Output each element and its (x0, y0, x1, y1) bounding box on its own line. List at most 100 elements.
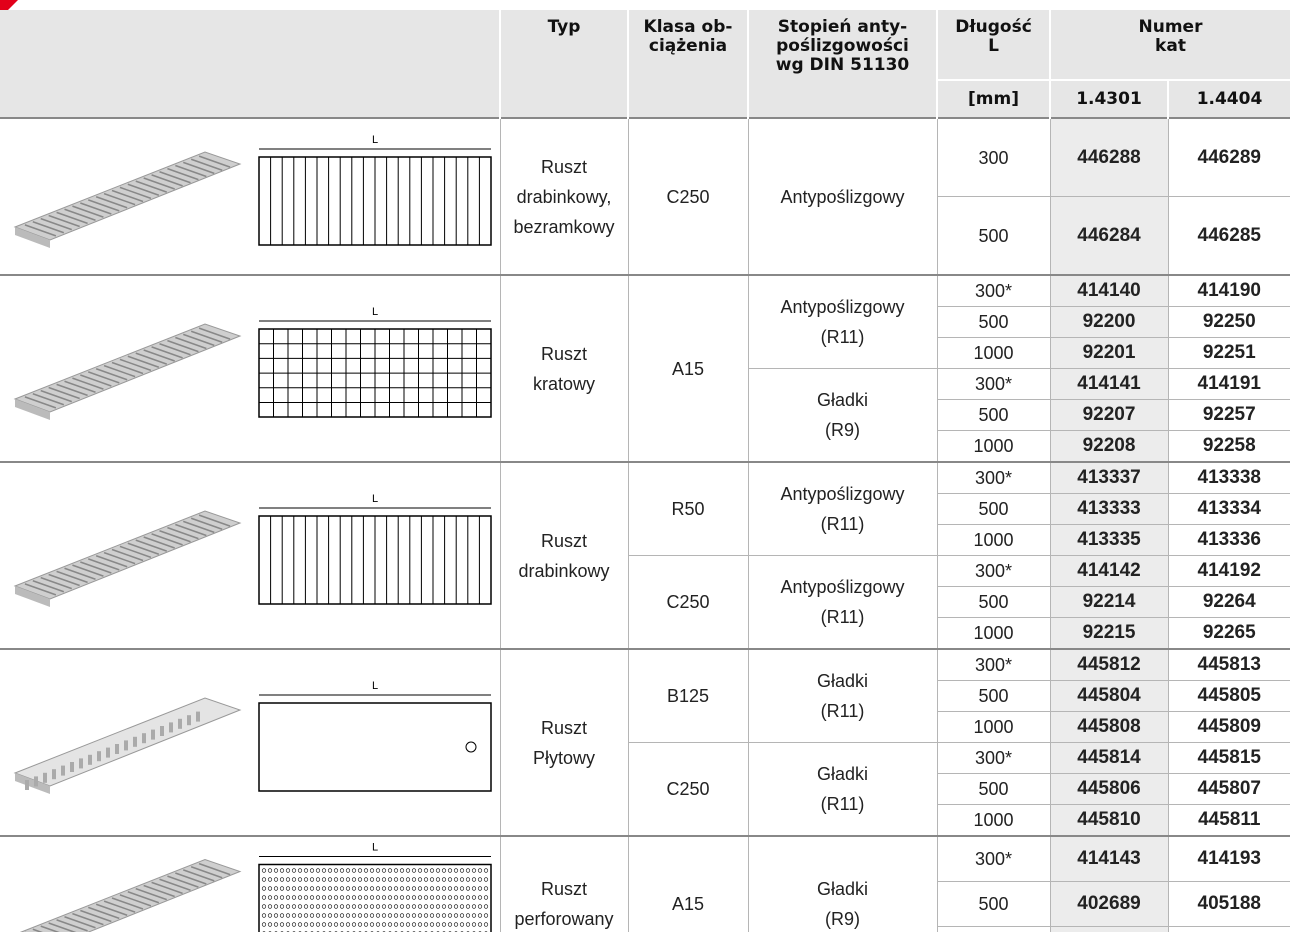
perforation (351, 868, 356, 873)
perforation (447, 886, 452, 891)
perforation (285, 904, 290, 909)
drawing-cell: L (250, 117, 500, 276)
perforation (291, 877, 296, 882)
perforation (363, 904, 368, 909)
table-row: 500 402689 405188 (0, 881, 1290, 927)
catalog-number: 445815 (1167, 742, 1290, 774)
perforation (429, 922, 434, 927)
cell-line: (R11) (820, 327, 865, 347)
cell-line: kratowy (532, 373, 595, 394)
perforation (321, 904, 326, 909)
perforation (261, 877, 266, 882)
grate-bar (119, 545, 152, 559)
photo-cell (0, 835, 250, 932)
perforation (297, 904, 302, 909)
perforation (303, 922, 308, 927)
perforation (429, 895, 434, 900)
perforation (465, 895, 470, 900)
perforation (393, 877, 398, 882)
grate-bar (48, 386, 80, 400)
grate-bar (56, 919, 88, 932)
perforation (453, 913, 458, 918)
perforation (363, 895, 368, 900)
perforation (411, 895, 416, 900)
perforation (297, 922, 302, 927)
perforation (441, 877, 446, 882)
perforation (369, 895, 374, 900)
tooth (115, 744, 119, 754)
perforation (447, 913, 452, 918)
catalog-number: 446288 (1049, 117, 1168, 197)
grate-bar (159, 171, 191, 184)
perforation (399, 895, 404, 900)
length-cell: 500 (936, 773, 1050, 805)
perforation (273, 922, 278, 927)
grate-bar (72, 912, 104, 926)
drawing-cell: L (250, 835, 500, 932)
perforation (315, 886, 320, 891)
perforation (351, 886, 356, 891)
catalog-number: 446285 (1167, 196, 1290, 276)
perforation (483, 877, 488, 882)
catalog-number: 414191 (1167, 368, 1290, 400)
perforation (267, 895, 272, 900)
perforation (351, 922, 356, 927)
grate-bar (198, 514, 231, 527)
class-cell: B125 (627, 648, 748, 743)
catalog-number: 92257 (1167, 399, 1290, 431)
perforation (375, 877, 380, 882)
perforation (267, 913, 272, 918)
perforation (333, 922, 338, 927)
perforation (357, 904, 362, 909)
perforation (297, 895, 302, 900)
cell-line: Gładki (816, 390, 869, 410)
grate-bar (111, 361, 144, 375)
cell-line: (R9) (825, 909, 860, 929)
header-blank (0, 10, 500, 118)
grate-bar (56, 570, 88, 584)
perforation (465, 904, 470, 909)
length-cell: 300* (936, 834, 1050, 882)
perforation (363, 913, 368, 918)
perforation (399, 913, 404, 918)
perforation (429, 868, 434, 873)
perforation (345, 868, 350, 873)
perforation (291, 904, 296, 909)
perforation (477, 877, 482, 882)
tooth (196, 711, 200, 722)
grate-bar (198, 862, 231, 876)
perforation (261, 913, 266, 918)
grate-bar (72, 377, 104, 390)
perforation (261, 886, 266, 891)
catalog-number: 445806 (1049, 773, 1168, 805)
length-cell: 1000 (936, 926, 1050, 932)
catalog-number: 414143 (1049, 834, 1168, 882)
catalog-number: 446284 (1049, 196, 1168, 276)
perforation (387, 922, 392, 927)
slip-cell: Antypoślizgowy (R11) (747, 555, 937, 650)
perforation (441, 868, 446, 873)
cell-line: Płytowy (532, 747, 595, 768)
perforation (309, 904, 314, 909)
perforation (453, 904, 458, 909)
grate-bar (72, 205, 104, 218)
header-text: poślizgowości (776, 36, 909, 56)
perforation (369, 922, 374, 927)
slip-cell: Antypoślizgowy (R11) (747, 461, 937, 556)
catalog-number: 413334 (1167, 493, 1290, 525)
class-cell: C250 (627, 117, 748, 276)
grate-side (15, 227, 50, 248)
grate-bar (87, 199, 120, 212)
perforation (369, 868, 374, 873)
perforation (471, 895, 476, 900)
perforation (459, 877, 464, 882)
catalog-number: 413335 (1049, 524, 1168, 556)
perforation (345, 886, 350, 891)
perforation (417, 886, 422, 891)
perforation (279, 868, 284, 873)
slip-cell: Gładki (R11) (747, 742, 937, 837)
grate-bar (64, 208, 96, 221)
grate-bar (151, 174, 183, 187)
grate-bar (72, 564, 104, 577)
cell-line: Ruszt (540, 530, 587, 551)
